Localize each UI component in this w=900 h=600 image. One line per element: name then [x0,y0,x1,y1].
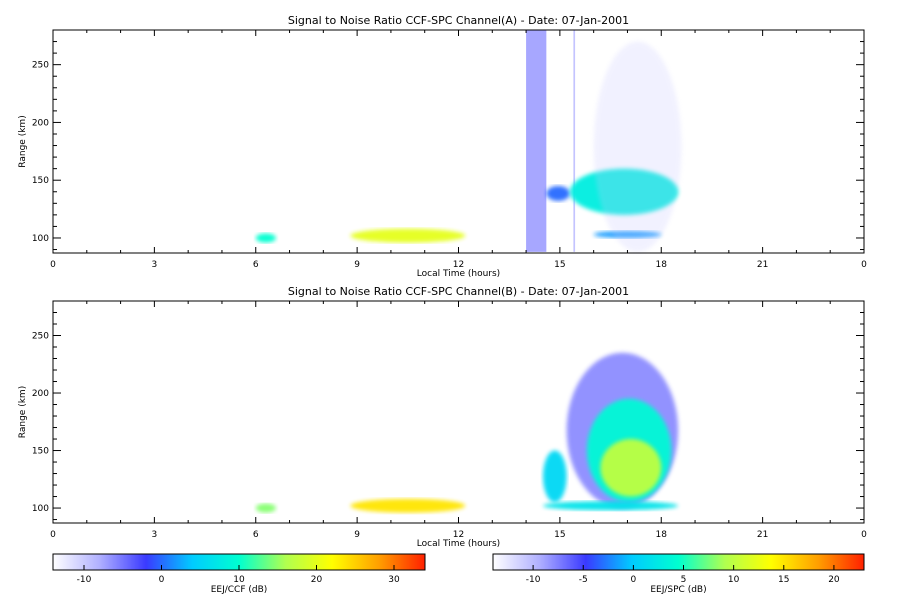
colorbar-tick-label: 5 [681,575,687,585]
colorbar-tick-label: -5 [579,575,588,585]
y-tick-label: 250 [32,332,49,342]
y-tick-label: 200 [32,118,49,128]
y-tick-label: 150 [32,176,49,186]
x-tick-label: 21 [757,260,768,270]
colorbar-gradient [492,553,865,571]
echo-mark [350,498,466,513]
y-tick-label: 100 [32,234,49,244]
colorbar-tick-label: 10 [233,575,245,585]
echo-mark [593,41,682,252]
x-tick-label: 0 [861,530,867,540]
x-tick-label: 18 [656,530,668,540]
colorbar-tick-label: 30 [388,575,400,585]
y-tick-label: 100 [32,504,49,514]
x-tick-label: 21 [757,530,768,540]
echo-mark [600,439,662,497]
x-tick-label: 9 [354,530,360,540]
colorbar-tick-label: -10 [77,575,92,585]
x-tick-label: 0 [50,260,56,270]
colorbar-spc: -10 -5 0 5 10 15 20 EEJ/SPC (dB) [492,553,865,595]
echo-mark [546,185,571,202]
colorbar-tick-label: 15 [778,575,789,585]
echo-mark [255,503,277,513]
x-axis-label: Local Time (hours) [417,269,500,279]
colorbar-ccf: -10 0 10 20 30 EEJ/CCF (dB) [52,553,426,595]
snr-features [255,352,679,513]
x-tick-label: 0 [50,530,56,540]
stripe-mark [526,30,547,252]
x-tick-label: 9 [354,260,360,270]
y-tick-label: 150 [32,447,49,457]
y-tick-label: 250 [32,61,49,71]
x-tick-label: 3 [152,530,158,540]
x-tick-label: 12 [453,260,464,270]
panel-title: Signal to Noise Ratio CCF-SPC Channel(B)… [288,285,629,298]
colorbar-label: EEJ/CCF (dB) [211,585,268,595]
echo-mark [255,233,277,243]
x-tick-label: 6 [253,530,259,540]
colorbar-tick-label: 0 [631,575,637,585]
panel-title: Signal to Noise Ratio CCF-SPC Channel(A)… [288,14,629,27]
x-tick-label: 15 [554,260,565,270]
echo-mark [542,501,679,511]
y-tick-label: 200 [32,389,49,399]
colorbar-tick-label: 20 [311,575,323,585]
plot-frame [52,29,865,254]
stripe-mark [573,30,576,252]
colorbar-label: EEJ/SPC (dB) [650,585,706,595]
x-tick-label: 3 [152,260,158,270]
x-tick-label: 15 [554,530,565,540]
panel-a: Signal to Noise Ratio CCF-SPC Channel(A)… [18,14,867,279]
x-tick-label: 18 [656,260,668,270]
y-axis-label: Range (km) [18,386,28,438]
colorbar-tick-label: 20 [828,575,840,585]
plot-frame [52,300,865,524]
colorbar-tick-label: 10 [728,575,740,585]
x-tick-label: 0 [861,260,867,270]
x-axis-label: Local Time (hours) [417,539,500,549]
y-axis-label: Range (km) [18,115,28,167]
colorbar-tick-label: -10 [526,575,541,585]
panel-b: Signal to Noise Ratio CCF-SPC Channel(B)… [18,285,867,549]
echo-mark [350,228,466,243]
colorbar-tick-label: 0 [159,575,165,585]
echo-mark [542,450,567,503]
x-tick-label: 6 [253,260,259,270]
snr-features [255,30,682,252]
x-tick-label: 12 [453,530,464,540]
